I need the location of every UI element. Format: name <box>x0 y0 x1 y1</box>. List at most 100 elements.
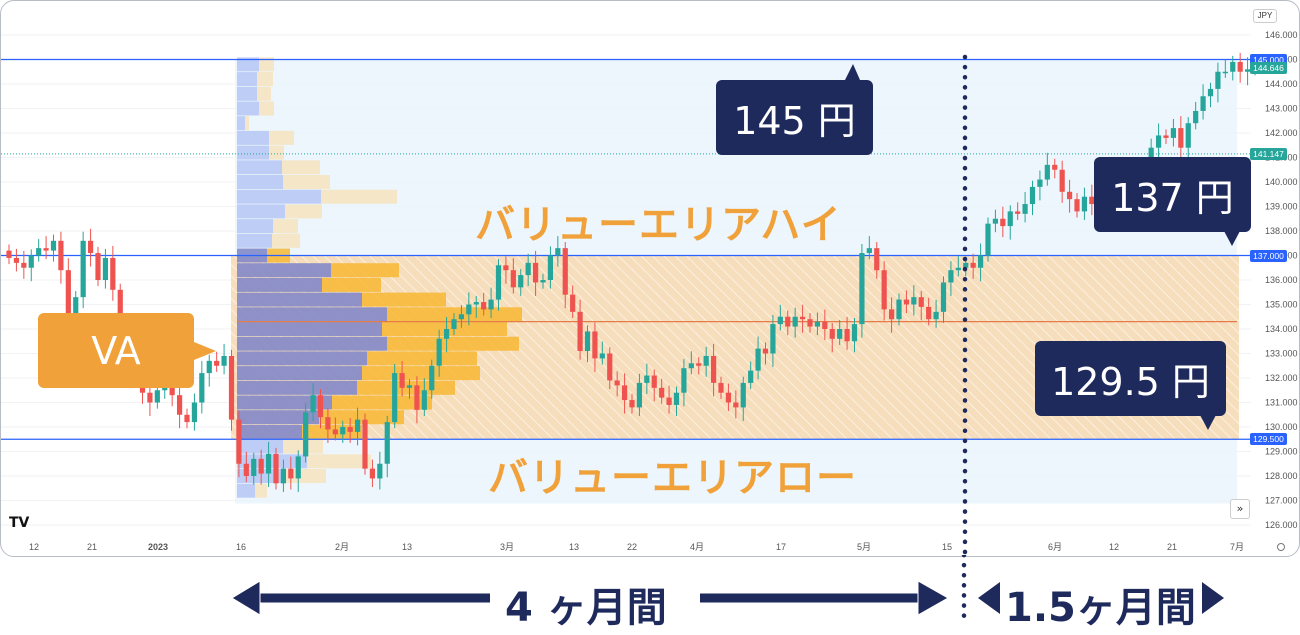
callout-129-5: 129.5 円 <box>1035 341 1226 416</box>
candle-body <box>28 255 34 268</box>
tradingview-logo: TV <box>9 515 30 531</box>
callout-129-5-tail <box>1200 415 1216 430</box>
candle-body <box>970 262 976 268</box>
volume-bar-down <box>284 469 326 483</box>
value-area-high-label: バリューエリアハイ <box>475 202 842 248</box>
candle-body <box>866 248 872 254</box>
candle-body <box>251 458 257 476</box>
candle-body <box>73 297 79 315</box>
candle-body <box>451 319 457 329</box>
candle-body <box>1163 135 1169 138</box>
candle-body <box>102 257 109 280</box>
candle-body <box>696 363 702 366</box>
y-tick-label: 136.000 <box>1265 275 1298 285</box>
y-tick-label: 131.000 <box>1265 398 1298 408</box>
period-right-label: 1.5ヶ月間 <box>1005 585 1196 631</box>
candle-body <box>1044 164 1050 180</box>
candle-body <box>918 297 924 307</box>
candle-body <box>555 248 561 256</box>
volume-bar-down <box>257 86 271 101</box>
candle-body <box>926 306 932 320</box>
candle-body <box>859 253 865 325</box>
volume-bar-up <box>237 57 259 72</box>
arrow-left-head <box>231 580 261 616</box>
volume-bar-up <box>237 395 332 410</box>
candle-body <box>748 370 754 383</box>
volume-bar-down <box>367 351 477 366</box>
candle-body <box>488 299 494 310</box>
candle-body <box>117 289 123 334</box>
volume-bar-down <box>282 160 320 175</box>
candle-body <box>785 316 791 327</box>
x-tick-label: 2023 <box>148 542 168 552</box>
candle-body <box>6 250 12 258</box>
candle-body <box>362 419 368 469</box>
candle-body <box>940 282 947 312</box>
candle-body <box>458 314 465 320</box>
volume-bar-down <box>331 263 399 278</box>
value-area-low-label: バリューエリアロー <box>488 455 857 501</box>
volume-bar-up <box>237 351 367 366</box>
candle-body <box>80 240 86 298</box>
candle-body <box>963 262 969 268</box>
candle-body <box>770 324 776 354</box>
candle-body <box>792 316 798 327</box>
candle-body <box>495 265 502 300</box>
candle-body <box>332 429 338 435</box>
y-tick-label: 130.000 <box>1265 422 1298 432</box>
candle-body <box>1185 123 1191 148</box>
candle-body <box>43 248 49 251</box>
candle-body <box>570 294 576 312</box>
currency-button[interactable]: JPY <box>1253 9 1277 23</box>
volume-bar-up <box>237 204 285 219</box>
candle-body <box>436 338 442 366</box>
candle-body <box>1237 61 1243 72</box>
volume-bar-up <box>237 277 322 292</box>
va-label-tail <box>194 342 216 360</box>
candle-body <box>1015 211 1021 214</box>
candle-body <box>354 419 361 432</box>
candle-body <box>214 360 220 366</box>
candle-body <box>740 382 746 408</box>
candle-body <box>755 348 761 371</box>
candle-body <box>651 375 657 388</box>
x-tick-label: 21 <box>1167 542 1177 552</box>
x-tick-label: 5月 <box>857 542 871 552</box>
scroll-right-button[interactable]: » <box>1230 499 1250 519</box>
candle-body <box>1029 186 1036 205</box>
volume-bar-up <box>237 116 245 131</box>
candle-body <box>666 397 672 405</box>
candle-body <box>191 402 198 423</box>
candle-body <box>725 392 732 403</box>
candle-body <box>21 262 27 268</box>
candle-body <box>710 355 717 383</box>
volume-bar-up <box>237 130 269 145</box>
volume-bar-up <box>237 322 382 336</box>
candle-body <box>466 304 472 315</box>
volume-bar-up <box>237 380 357 395</box>
candle-body <box>510 270 516 288</box>
volume-bar-up <box>237 101 259 116</box>
candle-body <box>303 412 309 457</box>
candle-body <box>532 262 539 283</box>
candle-body <box>147 392 153 403</box>
candle-body <box>599 353 605 359</box>
candle-body <box>822 321 828 329</box>
volume-bar-down <box>273 219 298 234</box>
x-tick-label: 6月 <box>1048 542 1062 552</box>
candle-body <box>1207 88 1214 97</box>
candle-body <box>829 329 835 339</box>
candle-body <box>243 463 249 476</box>
volume-bar-up <box>237 263 331 278</box>
volume-bar-up <box>237 86 257 101</box>
candle-body <box>392 373 398 423</box>
candle-body <box>733 402 739 408</box>
x-tick-label: 12 <box>29 542 39 552</box>
candle-body <box>95 253 101 280</box>
callout-145-tail <box>845 64 860 80</box>
volume-bar-up <box>237 219 273 234</box>
candle-body <box>1089 196 1095 205</box>
x-tick-label: 16 <box>236 542 246 552</box>
price-tag: 144.646 <box>1250 62 1287 75</box>
y-tick-label: 132.000 <box>1265 373 1298 383</box>
